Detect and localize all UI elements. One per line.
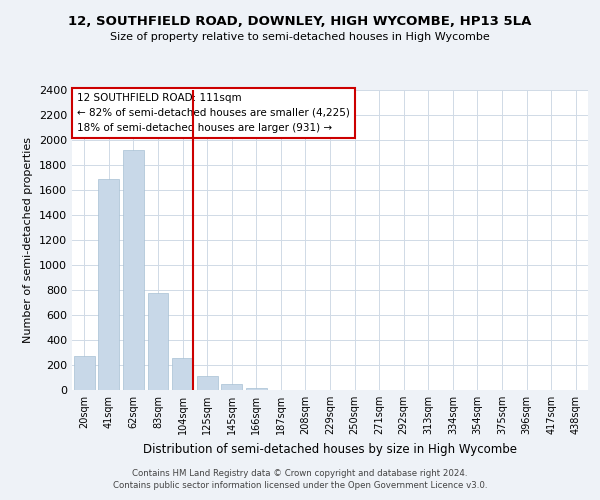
Text: Distribution of semi-detached houses by size in High Wycombe: Distribution of semi-detached houses by … bbox=[143, 442, 517, 456]
Bar bbox=[197, 376, 218, 390]
Text: 12, SOUTHFIELD ROAD, DOWNLEY, HIGH WYCOMBE, HP13 5LA: 12, SOUTHFIELD ROAD, DOWNLEY, HIGH WYCOM… bbox=[68, 15, 532, 28]
Bar bbox=[123, 150, 144, 390]
Bar bbox=[221, 384, 242, 390]
Bar bbox=[246, 388, 267, 390]
Bar bbox=[74, 356, 95, 390]
Bar bbox=[172, 358, 193, 390]
Text: Size of property relative to semi-detached houses in High Wycombe: Size of property relative to semi-detach… bbox=[110, 32, 490, 42]
Bar bbox=[148, 292, 169, 390]
Text: Contains HM Land Registry data © Crown copyright and database right 2024.: Contains HM Land Registry data © Crown c… bbox=[132, 468, 468, 477]
Text: Contains public sector information licensed under the Open Government Licence v3: Contains public sector information licen… bbox=[113, 481, 487, 490]
Y-axis label: Number of semi-detached properties: Number of semi-detached properties bbox=[23, 137, 34, 343]
Bar bbox=[98, 179, 119, 390]
Text: 12 SOUTHFIELD ROAD: 111sqm
← 82% of semi-detached houses are smaller (4,225)
18%: 12 SOUTHFIELD ROAD: 111sqm ← 82% of semi… bbox=[77, 93, 350, 132]
